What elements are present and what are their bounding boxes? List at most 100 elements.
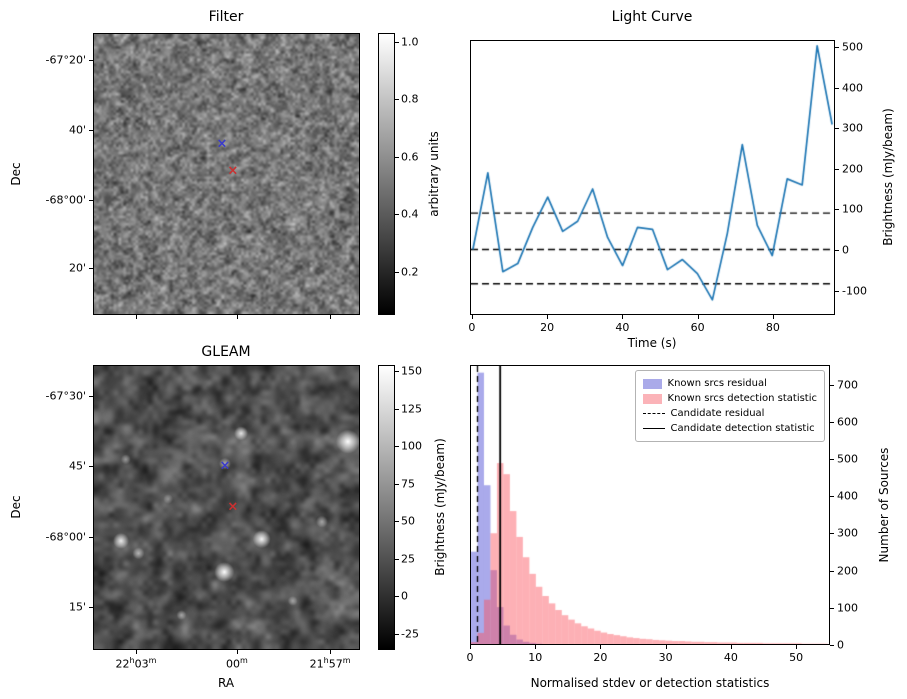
filter-y-tick-mark [89,59,93,61]
gleam-colorbar-tick-mark [395,521,399,522]
gleam-colorbar-tick-mark [395,483,399,485]
histogram-x-axis-label: Normalised stdev or detection statistics [530,676,770,690]
legend-label: Candidate detection statistic [670,423,815,434]
red-x-marker: × [227,163,239,179]
gleam-colorbar-tick-mark [395,446,399,447]
histogram-y-tick-label: 300 [837,526,858,540]
filter-colorbar-tick-mark [395,99,399,101]
gleam-image-axes: × × [93,365,360,650]
gleam-colorbar-tick-label: 100 [401,439,422,453]
filter-colorbar-tick-label: 0.6 [401,150,419,164]
gleam-x-tick-label: 00m [226,656,248,671]
light_curve-y-tick-label: 400 [842,81,863,95]
histogram-y-tick-label: 200 [837,564,858,578]
light-curve-y-axis-label: Brightness (mJy/beam) [881,108,895,246]
gleam-colorbar-tick-mark [395,371,399,372]
light-curve-x-axis-label: Time (s) [627,336,677,350]
histogram-x-tick-mark [600,645,602,649]
light_curve-y-tick-mark [835,128,839,130]
light-curve-title: Light Curve [611,9,693,25]
gleam-colorbar [378,365,395,650]
light_curve-x-tick-label: 60 [690,321,705,334]
filter-y-tick-mark [89,199,93,201]
gleam-y-tick-label: -67°30' [45,389,87,403]
histogram-legend: Known srcs residual Known srcs detection … [634,370,825,442]
gleam-colorbar-tick-mark [395,596,399,597]
gleam-colorbar-tick-label: 125 [401,402,422,415]
gleam-y-tick-mark [89,537,93,539]
histogram-y-tick-label: 700 [837,378,858,392]
light_curve-x-tick-mark [547,315,549,319]
legend-label: Known srcs residual [667,378,767,389]
gleam-y-tick-label: 45' [68,459,86,473]
legend-item: Known srcs detection statistic [642,391,817,406]
gleam-y-tick-label: 15' [68,600,86,614]
gleam-colorbar-tick-mark [395,408,399,410]
light_curve-y-tick-label: 200 [842,162,863,176]
legend-swatch-line [642,413,665,414]
filter-x-tick-mark [135,315,137,319]
filter-y-tick-label: -68°00' [45,193,87,207]
filter-colorbar-tick-mark [395,41,399,43]
histogram-y-tick-mark [830,384,834,386]
histogram-y-tick-mark [830,421,834,423]
gleam-colorbar-tick-label: -25 [401,627,419,640]
gleam-colorbar-tick-label: 150 [401,364,422,378]
filter-colorbar-tick-mark [395,271,399,273]
filter-colorbar-tick-mark [395,156,399,158]
gleam-x-tick-mark [330,650,332,654]
filter-colorbar-tick-label: 0.4 [401,207,419,221]
filter-colorbar [378,33,395,315]
histogram-x-tick-mark [470,645,471,649]
gleam-colorbar-label: Brightness (mJy/beam) [433,438,447,576]
light_curve-x-tick-label: 0 [468,321,476,334]
filter-colorbar-tick-label: 1.0 [401,35,419,49]
gleam-x-tick-mark [236,650,238,654]
gleam-colorbar-tick-mark [395,558,399,560]
gleam-image-canvas [94,366,359,649]
gleam-y-tick-mark [89,465,93,467]
gleam-colorbar-tick-label: 25 [401,552,415,565]
histogram-y-tick-mark [830,496,834,498]
legend-item: Known srcs residual [642,376,817,391]
histogram-x-tick-mark [535,645,537,649]
legend-item: Candidate detection statistic [642,421,817,436]
legend-label: Known srcs detection statistic [667,393,817,404]
light_curve-x-tick-mark [697,315,699,319]
legend-swatch-line [642,428,665,429]
gleam-x-axis-label: RA [217,676,235,690]
histogram-x-tick-label: 30 [658,651,673,664]
gleam-y-tick-label: -68°00' [45,530,87,544]
gleam-x-tick-label: 21h57m [309,656,351,671]
light_curve-y-tick-mark [835,46,839,48]
light_curve-x-tick-label: 20 [540,321,555,334]
histogram-y-tick-mark [830,570,834,572]
histogram-y-tick-label: 500 [837,452,858,466]
gleam-colorbar-tick-mark [395,633,399,635]
gleam-title: GLEAM [201,344,251,360]
red-x-marker: × [227,499,239,515]
filter-y-tick-label: 40' [68,123,86,137]
filter-colorbar-tick-label: 0.8 [401,92,419,106]
histogram-x-tick-label: 50 [789,651,804,664]
filter-y-tick-label: 20' [68,261,86,275]
filter-colorbar-label: arbitrary units [427,131,441,217]
gleam-colorbar-tick-label: 75 [401,477,415,490]
histogram-x-tick-mark [730,645,732,649]
filter-y-tick-mark [89,267,93,269]
filter-image-canvas [94,34,359,314]
histogram-x-tick-mark [665,645,667,649]
light-curve-axes [470,40,835,315]
gleam-colorbar-tick-label: 50 [401,514,415,528]
histogram-y-tick-mark [830,533,834,535]
filter-y-tick-mark [89,130,93,132]
filter-image-axes: × × [93,33,360,315]
light_curve-y-tick-label: 100 [842,202,863,216]
light_curve-y-tick-mark [835,250,839,251]
filter-colorbar-tick-mark [395,214,399,216]
histogram-y-axis-label: Number of Sources [877,447,891,563]
light_curve-x-tick-label: 80 [765,321,780,334]
filter-x-tick-mark [330,315,332,319]
histogram-x-tick-label: 40 [723,651,738,664]
